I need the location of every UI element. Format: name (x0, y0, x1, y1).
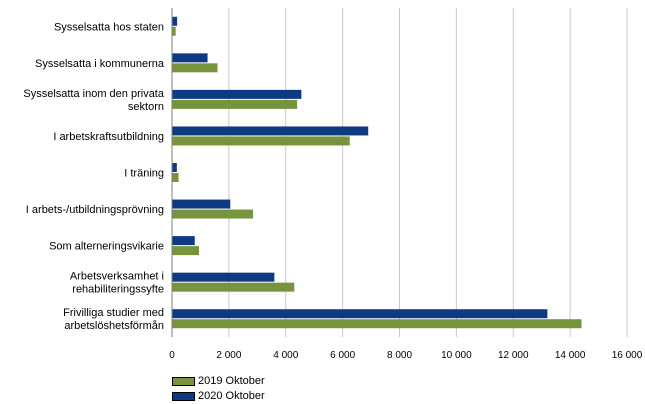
category-labels: Sysselsatta hos staten Sysselsatta i komm… (23, 21, 165, 332)
bar (172, 163, 177, 172)
x-tick-label: 4 000 (273, 350, 298, 361)
bar (172, 89, 302, 99)
legend-swatch-2019 (172, 377, 195, 386)
x-tick-label: 10 000 (441, 350, 472, 361)
bar (172, 209, 254, 219)
bar (172, 136, 350, 146)
bar (172, 319, 582, 329)
category-label: Sysselsatta inom den privata sektorn (23, 88, 165, 113)
legend-label-2019: 2019 Oktober (198, 375, 265, 387)
bar (172, 199, 231, 209)
bar (172, 99, 298, 109)
bar (172, 26, 176, 36)
x-tick-label: 0 (169, 350, 175, 361)
bar (172, 173, 179, 182)
category-label: Som alterneringsvikarie (49, 241, 164, 253)
legend-item-2019: 2019 Oktober (172, 374, 265, 389)
bar (172, 126, 369, 136)
category-label: Frivilliga studier med arbetslöshetsförmå… (63, 307, 164, 332)
bar (172, 16, 178, 26)
bar (172, 246, 200, 256)
category-label: I arbetskraftsutbildning (53, 131, 164, 143)
bar (172, 282, 295, 292)
category-label: Arbetsverksamhet i rehabiliteringssyfte (70, 271, 164, 296)
category-label: I träning (124, 168, 164, 180)
bars (172, 16, 582, 329)
x-tick-label: 6 000 (330, 350, 355, 361)
bar (172, 236, 195, 246)
legend-swatch-2020 (172, 392, 195, 401)
x-tick-label: 2 000 (216, 350, 241, 361)
bar (172, 309, 548, 319)
x-tick-label: 16 000 (612, 350, 643, 361)
x-tick-label: 12 000 (498, 350, 529, 361)
category-label: Sysselsatta hos staten (54, 21, 164, 33)
bar-chart: Sysselsatta hos staten Sysselsatta i komm… (23, 8, 643, 361)
x-axis-ticks: 0 2 000 4 000 6 000 8 000 10 000 12 000 14 000 1… (169, 350, 643, 361)
legend-item-2020: 2020 Oktober (172, 389, 265, 404)
bar (172, 53, 208, 63)
legend: 2019 Oktober 2020 Oktober (172, 374, 265, 404)
x-tick-label: 8 000 (387, 350, 412, 361)
x-tick-label: 14 000 (555, 350, 586, 361)
category-label: I arbets-/utbildningsprövning (26, 204, 164, 216)
legend-label-2020: 2020 Oktober (198, 390, 265, 402)
gridlines (228, 8, 628, 337)
bar (172, 63, 218, 73)
category-label: Sysselsatta i kommunerna (35, 58, 165, 70)
bar (172, 272, 275, 282)
